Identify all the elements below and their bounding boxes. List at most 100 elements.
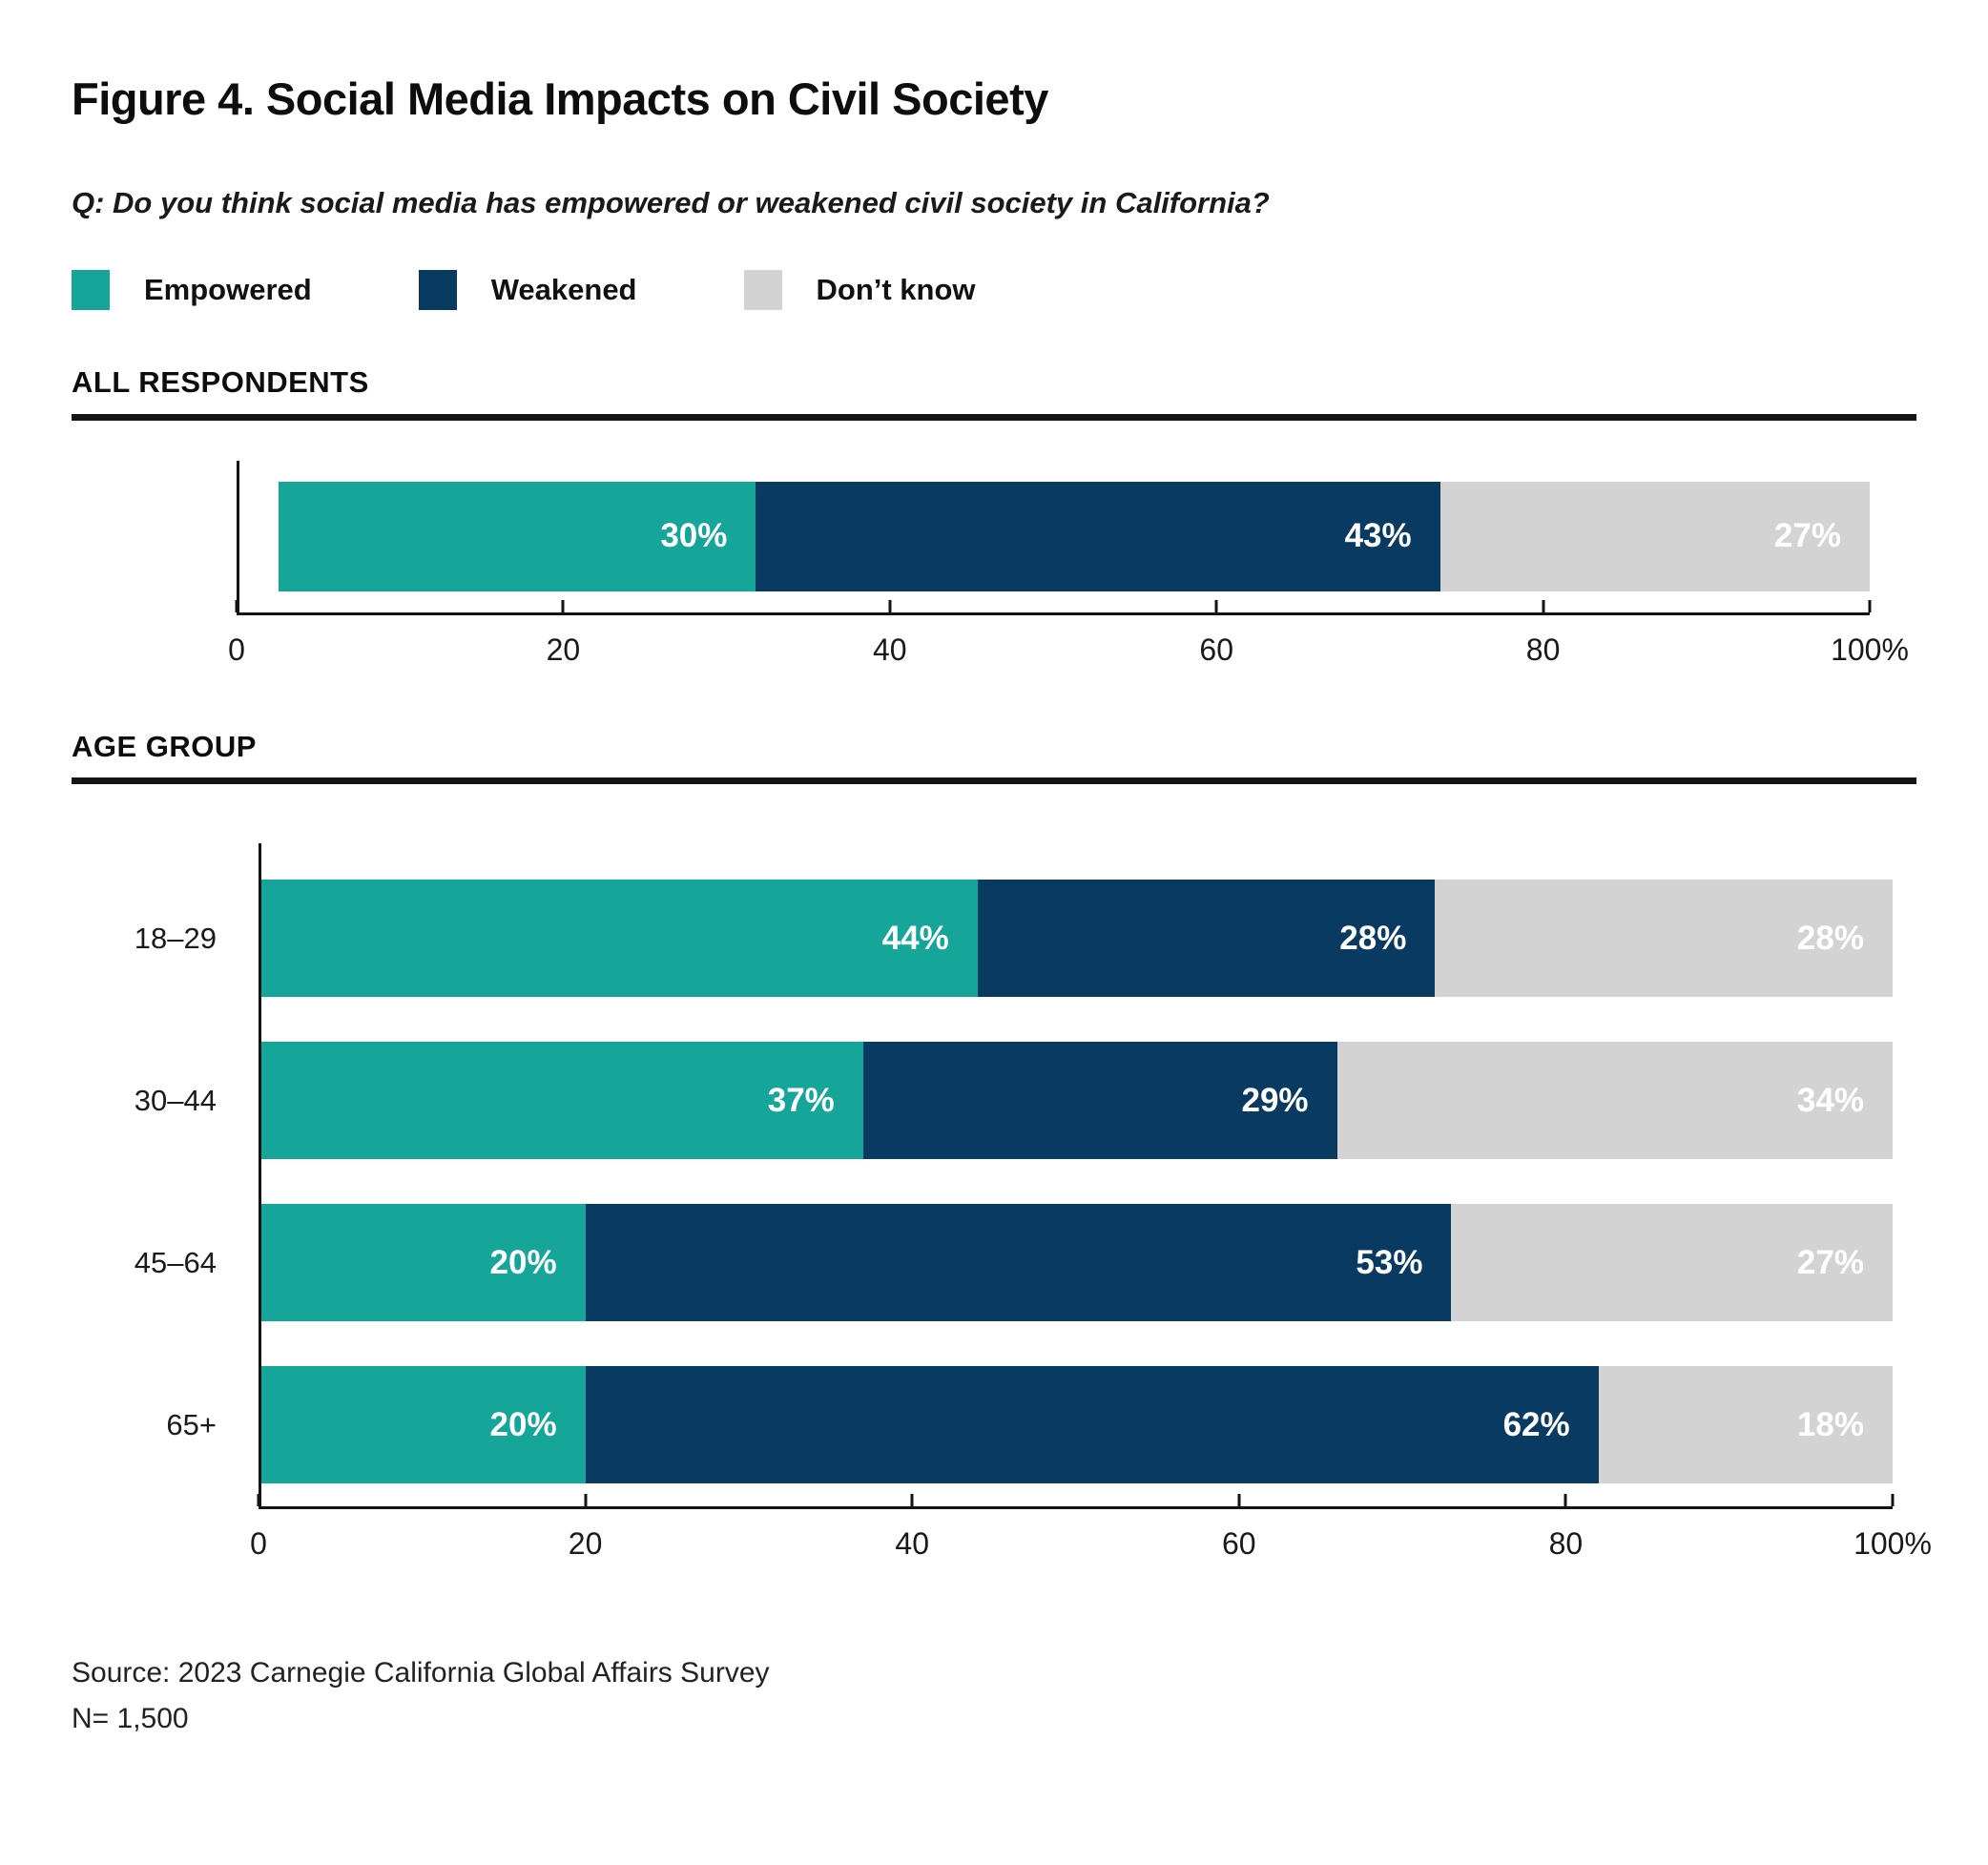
section-all-respondents: ALL RESPONDENTS 30% 43% 27% 0 20 40 60 80 100% [72,365,1916,674]
bar-segment-don-t-know: 34% [1336,1042,1893,1160]
bar-track: 44% 28% 28% [259,880,1893,998]
axis-tick [888,599,892,612]
y-axis-line [237,460,239,615]
axis-tick-label: 60 [1222,1526,1256,1562]
section-header-all-respondents: ALL RESPONDENTS [72,364,369,399]
plot-area: 18–29 44% 28% 28% 30–44 37% 29% 34% 45–64 20% 53% 2… [72,843,1895,1510]
axis-tick [1891,1494,1895,1507]
section-header-age-group: AGE GROUP [72,729,257,763]
axis-tick-label: 80 [1548,1526,1584,1562]
axis-tick-label: 80 [1525,632,1561,667]
bar-row-18-29: 18–29 44% 28% 28% [72,880,1893,998]
axis-tick-label: 100% [1831,632,1909,667]
bar-value-label: 27% [1796,1243,1864,1281]
survey-question: Q: Do you think social media has empower… [72,185,1270,219]
bar-segment-empowered: 44% [259,880,978,998]
x-axis-line [235,599,1872,615]
sample-size-text: N= 1,500 [72,1703,189,1735]
bar-value-label: 34% [1796,1081,1864,1119]
bar-track: 37% 29% 34% [259,1042,1893,1160]
x-axis-labels: 0 20 40 60 80 100% [228,615,1909,674]
bar-row-45-64: 45–64 20% 53% 27% [72,1204,1893,1322]
source-block: Source: 2023 Carnegie California Global … [72,1650,1916,1742]
chart-all-respondents: 30% 43% 27% 0 20 40 60 80 100% [228,460,1909,674]
bar-segment-don-t-know: 27% [1451,1204,1893,1322]
legend-item-don-t-know: Don’t know [743,269,976,310]
section-age-group: AGE GROUP 18–29 44% 28% 28% 30–44 37% 29% 34% 45… [72,729,1932,1569]
bar-value-label: 27% [1773,517,1841,555]
bar-value-label: 43% [1344,517,1412,555]
legend-swatch-weakened [418,269,457,310]
y-axis-line [259,843,261,1510]
row-label: 65+ [166,1407,217,1441]
bar-value-label: 30% [660,517,728,555]
bar-track: 20% 62% 18% [259,1366,1893,1484]
axis-tick [561,599,565,612]
axis-tick-label: 60 [1199,632,1233,667]
figure-title: Figure 4. Social Media Impacts on Civil … [72,73,1048,124]
bar-row-30-44: 30–44 37% 29% 34% [72,1042,1893,1160]
legend-item-empowered: Empowered [72,269,312,310]
bar-segment-weakened: 62% [585,1366,1599,1484]
bar-value-label: 37% [767,1081,835,1119]
plot-area: 30% 43% 27% [235,460,1872,615]
legend-label: Don’t know [816,272,976,306]
bar-segment-don-t-know: 28% [1435,880,1893,998]
x-axis-labels: 0 20 40 60 80 100% [250,1509,1932,1568]
bar-segment-weakened: 28% [977,880,1436,998]
axis-tick-label: 100% [1853,1526,1932,1562]
axis-tick [1237,1494,1241,1507]
bar-segment-don-t-know: 18% [1598,1366,1893,1484]
bar-value-label: 18% [1796,1405,1864,1443]
source-text: Source: 2023 Carnegie California Global … [72,1657,770,1689]
legend-label: Weakened [490,272,637,306]
section-rule [72,413,1916,421]
axis-tick-label: 40 [873,632,907,667]
legend: Empowered Weakened Don’t know [72,269,1916,310]
bar-rows: 18–29 44% 28% 28% 30–44 37% 29% 34% 45–64 20% 53% 2… [72,843,1893,1506]
section-rule [72,777,1916,785]
bar-segment-weakened: 29% [862,1042,1337,1160]
bar-segment-empowered: 30% [279,481,756,591]
legend-swatch-empowered [72,269,110,310]
chart-age-group: 18–29 44% 28% 28% 30–44 37% 29% 34% 45–64 20% 53% 2… [72,843,1932,1568]
axis-tick-label: 0 [250,1526,267,1562]
axis-tick [235,599,238,612]
bar-rows: 30% 43% 27% [237,461,1870,612]
bar-segment-empowered: 37% [259,1042,863,1160]
axis-tick [1214,599,1218,612]
bar-value-label: 62% [1502,1405,1570,1443]
legend-swatch-don-t-know [743,269,782,310]
bar-track: 20% 53% 27% [259,1204,1893,1322]
bar-segment-weakened: 53% [585,1204,1452,1322]
axis-tick-label: 40 [895,1526,929,1562]
axis-tick [257,1494,260,1507]
axis-tick [1868,599,1872,612]
row-label: 45–64 [134,1245,217,1279]
axis-tick [584,1494,588,1507]
bar-value-label: 20% [489,1243,557,1281]
axis-tick [910,1494,914,1507]
bar-row-all: 30% 43% 27% [237,481,1870,591]
bar-segment-empowered: 20% [259,1366,586,1484]
bar-value-label: 44% [881,919,949,957]
row-label: 18–29 [134,921,217,955]
x-axis-line [257,1494,1895,1510]
row-label: 30–44 [134,1083,217,1117]
bar-value-label: 28% [1796,919,1864,957]
axis-tick-label: 20 [568,1526,603,1562]
axis-tick [1563,1494,1567,1507]
axis-tick-label: 20 [546,632,581,667]
bar-row-65: 65+ 20% 62% 18% [72,1366,1893,1484]
legend-item-weakened: Weakened [418,269,637,310]
bar-segment-empowered: 20% [259,1204,586,1322]
axis-tick [1542,599,1545,612]
axis-tick-label: 0 [228,632,245,667]
bar-value-label: 20% [489,1405,557,1443]
bar-value-label: 29% [1241,1081,1309,1119]
bar-segment-weakened: 43% [756,481,1440,591]
bar-track: 30% 43% 27% [279,481,1870,591]
legend-label: Empowered [144,272,312,306]
bar-value-label: 28% [1339,919,1407,957]
